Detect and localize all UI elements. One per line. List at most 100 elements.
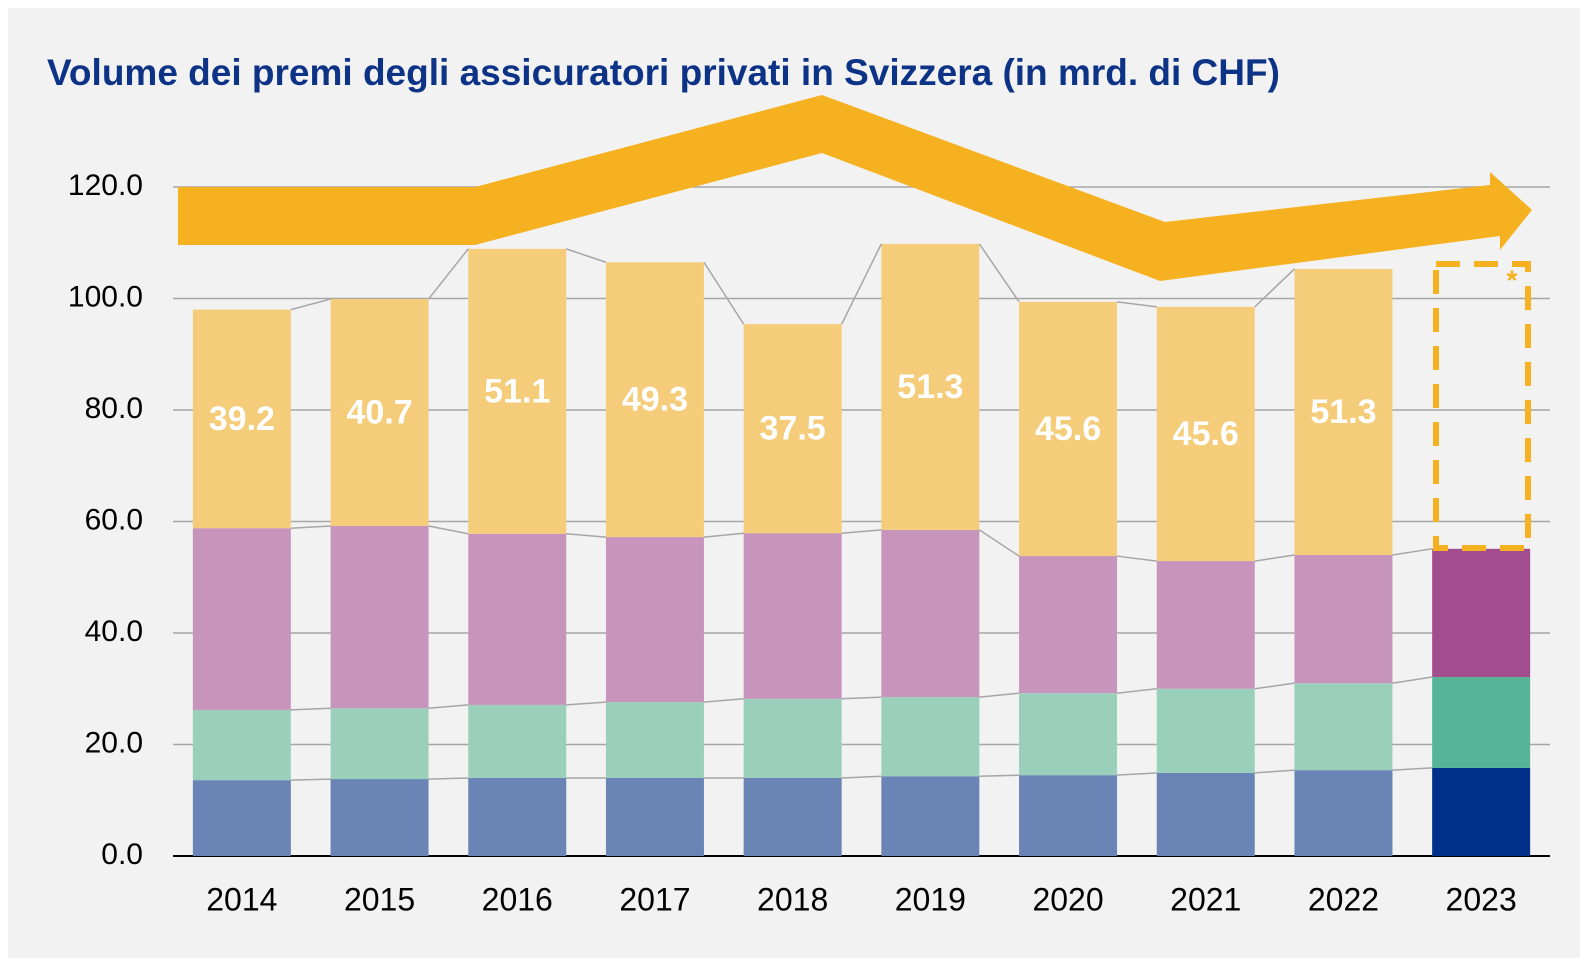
bar-segment: [1294, 554, 1393, 684]
value-label: 51.1: [484, 372, 550, 410]
connector-line: [841, 696, 882, 700]
connector-line: [979, 692, 1020, 698]
x-tick-label: 2018: [757, 881, 828, 917]
bar-segment: [468, 777, 567, 856]
bar-segment: [881, 776, 980, 856]
y-tick-label: 0.0: [101, 838, 143, 871]
y-tick-label: 20.0: [85, 726, 143, 759]
bar-segment: [881, 243, 980, 530]
connector-line: [290, 778, 331, 781]
x-tick-label: 2016: [482, 881, 553, 917]
bar-segment: [605, 537, 704, 703]
x-tick-label: 2014: [206, 881, 277, 917]
value-label: 51.3: [897, 368, 963, 406]
chart-title: Volume dei premi degli assicuratori priv…: [47, 52, 1280, 93]
value-label: 51.3: [1310, 393, 1376, 431]
x-tick-label: 2021: [1170, 881, 1241, 917]
connector-line: [566, 701, 607, 706]
bar-segment: [1294, 770, 1393, 856]
connector-line: [1392, 676, 1433, 684]
connector-line: [841, 529, 882, 534]
connector-line: [840, 243, 883, 325]
value-label: 39.2: [209, 400, 275, 438]
bar-segment: [468, 248, 567, 534]
bar-segment: [192, 528, 291, 710]
x-tick-label: 2017: [619, 881, 690, 917]
connector-line: [978, 529, 1020, 557]
bar-segment: [605, 777, 704, 856]
connector-line: [428, 525, 469, 535]
connector-line: [566, 533, 607, 538]
bar-segment: [1432, 548, 1531, 678]
bar-segment: [1156, 688, 1255, 773]
bar-segment: [1156, 561, 1255, 689]
x-tick-label: 2019: [895, 881, 966, 917]
bar-segment: [330, 525, 429, 709]
connector-line: [1254, 769, 1295, 774]
connector-line: [703, 698, 744, 703]
connector-line: [1116, 555, 1157, 562]
x-tick-label: 2023: [1446, 881, 1517, 917]
value-label: 49.3: [622, 381, 688, 419]
bar-segment: [605, 702, 704, 778]
connector-line: [428, 704, 469, 710]
connector-line: [427, 248, 469, 300]
bar-segment: [330, 299, 429, 526]
trend-arrow: [178, 95, 1532, 281]
bar-layer: [192, 243, 1531, 856]
bar-segment: [1294, 268, 1393, 555]
bar-segment: [743, 533, 842, 699]
bar-segment: [192, 309, 291, 529]
value-label: 37.5: [760, 410, 826, 448]
value-label: 45.6: [1035, 410, 1101, 448]
connector-line: [1116, 688, 1157, 694]
connector-line: [566, 248, 607, 263]
bar-segment: [743, 324, 842, 534]
x-tick-label: 2020: [1032, 881, 1103, 917]
annotation: *: [1507, 264, 1518, 295]
connector-line: [1254, 554, 1295, 562]
connector-line: [290, 525, 331, 529]
y-tick-label: 120.0: [68, 169, 143, 202]
bar-segment: [468, 704, 567, 778]
connector-line: [1392, 767, 1433, 771]
bar-segment: [605, 262, 704, 538]
bar-segment: [1019, 301, 1118, 557]
bar-segment: [330, 708, 429, 780]
bar-segment: [1019, 693, 1118, 776]
connector-line: [290, 707, 331, 711]
y-tick-label: 60.0: [85, 503, 143, 536]
connector-line: [1254, 268, 1295, 308]
bar-segment: [1294, 683, 1393, 771]
y-tick-label: 100.0: [68, 280, 143, 313]
value-label: 40.7: [346, 393, 412, 431]
bar-segment: [1019, 556, 1118, 694]
bar-segment: [743, 777, 842, 856]
bar-segment: [1156, 306, 1255, 562]
bar-segment: [743, 698, 842, 778]
y-tick-label: 40.0: [85, 615, 143, 648]
connector-line: [428, 777, 469, 780]
bar-segment: [881, 529, 980, 698]
bar-segment: [192, 780, 291, 856]
connector-line: [841, 775, 882, 779]
connector-line: [978, 243, 1020, 303]
connector-line: [1254, 682, 1295, 690]
connector-line: [1116, 301, 1157, 308]
connector-line: [1392, 548, 1433, 556]
bar-segment: [1019, 775, 1118, 856]
value-label: 45.6: [1173, 415, 1239, 453]
connector-line: [1117, 772, 1157, 776]
connector-line: [979, 774, 1020, 778]
bar-segment: [881, 697, 980, 777]
y-tick-label: 80.0: [85, 392, 143, 425]
x-tick-label: 2022: [1308, 881, 1379, 917]
bar-segment: [1156, 772, 1255, 856]
connector-line: [703, 261, 745, 325]
x-tick-label: 2015: [344, 881, 415, 917]
connector-line: [703, 532, 744, 538]
bar-segment: [1432, 677, 1531, 768]
bar-segment: [330, 779, 429, 856]
connector-line: [290, 298, 331, 311]
